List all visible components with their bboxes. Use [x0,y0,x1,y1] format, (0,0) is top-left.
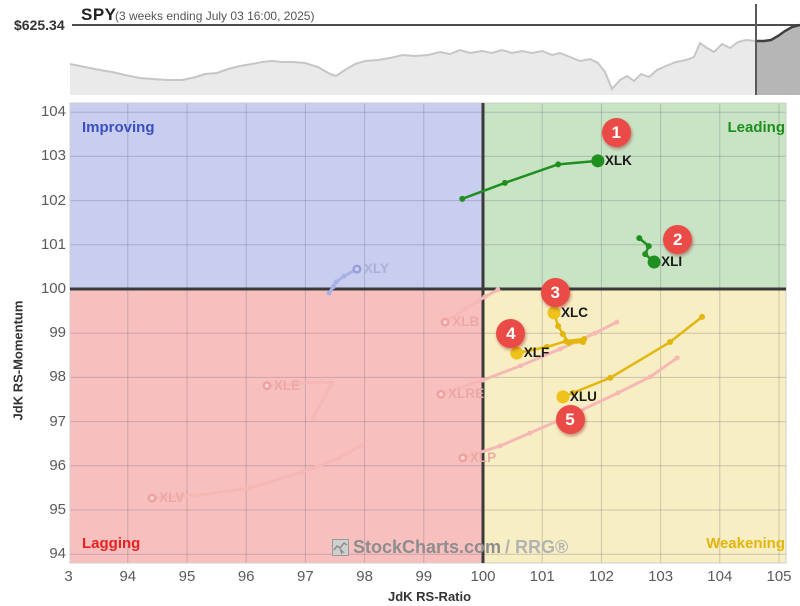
y-tick-98: 98 [49,368,66,386]
x-tick-105: 105 [766,568,792,585]
watermark: StockCharts.com / RRG® [332,537,568,558]
ticker-label-XLK[interactable]: XLK [604,152,632,168]
y-tick-96: 96 [49,456,66,474]
x-tick-104: 104 [707,568,733,585]
stockcharts-logo-icon [332,539,349,556]
trail-XLV [147,442,365,503]
watermark-text: StockCharts.com [353,537,502,557]
x-tick-97: 97 [297,568,314,585]
y-tick-101: 101 [40,235,66,253]
ticker-label-XLB[interactable]: XLB [452,314,480,330]
x-tick-95: 95 [178,568,196,585]
watermark-suffix: / RRG® [505,537,569,557]
rank-badge-1: 1 [601,117,631,147]
quadrant-label-lagging: Lagging [82,535,141,552]
y-tick-100: 100 [40,280,66,297]
rank-badge-3: 3 [540,277,570,307]
trail-XLF [510,335,588,360]
quadrant-label-leading: Leading [727,119,785,136]
ticker-label-XLU[interactable]: XLU [569,388,597,404]
ticker-dot-XLI[interactable] [647,255,661,269]
ticker-dot-XLF[interactable] [510,346,524,360]
ticker-label-XLRE[interactable]: XLRE [447,386,484,402]
y-tick-103: 103 [40,147,66,165]
quadrant-label-weakening: Weakening [706,535,785,552]
trail-XLE [262,379,335,421]
x-tick-3: 3 [64,568,73,585]
y-axis-title: JdK RS-Momentum [10,300,26,421]
trail-XLB [440,287,501,327]
ticker-label-XLV[interactable]: XLV [159,490,185,506]
rank-badge-5: 5 [555,405,585,435]
x-tick-102: 102 [588,568,614,585]
ticker-dot-XLU[interactable] [556,390,570,404]
trail-XLRE [436,319,620,399]
price-label: $625.34 [14,17,65,33]
trail-XLK [459,154,605,202]
trail-XLY [326,264,362,296]
rank-badge-2: 2 [663,224,693,254]
spy-sparkline-chart [69,4,800,95]
x-tick-100: 100 [470,568,496,585]
ticker-label-XLF[interactable]: XLF [523,345,550,361]
trail-XLU [556,313,706,404]
y-tick-94: 94 [49,545,66,563]
ticker-label-XLP[interactable]: XLP [469,449,497,465]
ticker-label-XLY[interactable]: XLY [363,261,389,277]
x-tick-98: 98 [356,568,373,585]
ticker-label-XLE[interactable]: XLE [273,377,301,393]
ticker-dot-XLK[interactable] [591,154,605,168]
ticker-label-XLI[interactable]: XLI [661,254,683,270]
quadrant-label-improving: Improving [82,119,155,136]
trail-XLI [636,235,661,269]
y-tick-99: 99 [49,324,66,342]
x-tick-101: 101 [529,568,555,585]
y-tick-97: 97 [49,412,66,430]
chart-subtitle: (3 weeks ending July 03 16:00, 2025) [115,9,315,23]
symbol-label: SPY [81,5,117,24]
y-tick-102: 102 [40,191,66,209]
y-tick-95: 95 [49,501,66,518]
x-tick-99: 99 [415,568,433,585]
x-axis-title: JdK RS-Ratio [388,589,472,604]
y-tick-104: 104 [40,103,66,121]
ticker-label-XLC[interactable]: XLC [561,304,589,320]
x-tick-96: 96 [237,568,255,585]
ticker-dot-XLC[interactable] [547,306,561,320]
rank-badge-4: 4 [496,318,526,348]
x-tick-94: 94 [119,568,137,585]
x-tick-103: 103 [648,568,674,585]
